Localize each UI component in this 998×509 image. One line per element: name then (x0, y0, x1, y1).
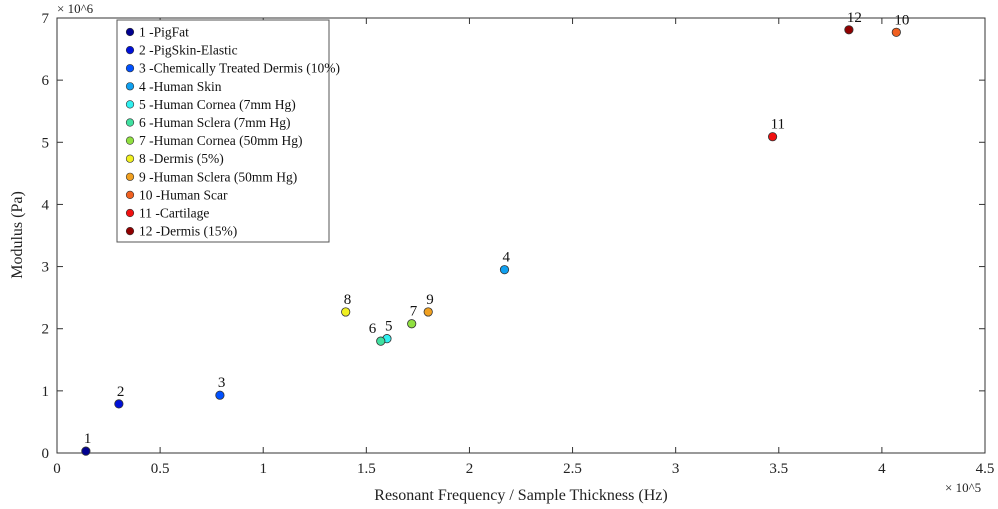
point-label-3: 3 (218, 375, 226, 391)
point-label-4: 4 (503, 250, 511, 266)
data-point-6 (376, 336, 386, 346)
legend-entry-1: 1 -PigFat (139, 25, 189, 40)
plot-frame (56, 17, 986, 454)
data-point-4 (499, 265, 510, 275)
legend-entry-11: 11 -Cartilage (139, 206, 209, 221)
data-point-11 (767, 132, 778, 142)
legend-entry-7: 7 -Human Cornea (50mm Hg) (139, 133, 302, 148)
legend-entry-6: 6 -Human Sclera (7mm Hg) (139, 115, 290, 130)
point-label-1: 1 (84, 431, 92, 447)
x-axis-label: Resonant Frequency / Sample Thickness (H… (374, 487, 667, 504)
x-multiplier: × 10^5 (945, 480, 981, 495)
y-multiplier: × 10^6 (57, 1, 94, 16)
legend-marker-8 (125, 154, 135, 163)
legend-marker-7 (125, 136, 135, 145)
y-tick-label: 4 (42, 197, 50, 213)
legend-entry-12: 12 -Dermis (15%) (139, 224, 237, 239)
data-point-8 (341, 307, 351, 317)
y-tick-label: 5 (42, 135, 50, 151)
data-point-1 (81, 446, 91, 456)
legend-marker-12 (125, 227, 135, 236)
y-tick-label: 1 (42, 384, 50, 400)
x-tick-label: 0.5 (151, 461, 170, 477)
data-point-9 (423, 307, 433, 317)
x-tick-label: 1 (259, 461, 267, 477)
data-point-7 (407, 319, 417, 329)
legend-marker-4 (125, 82, 135, 91)
y-tick-label: 6 (42, 73, 50, 89)
data-point-12 (844, 25, 854, 35)
y-tick-label: 2 (42, 322, 50, 338)
point-label-10: 10 (894, 12, 909, 28)
legend-entry-3: 3 -Chemically Treated Dermis (10%) (139, 61, 340, 76)
legend-marker-10 (125, 190, 135, 199)
point-label-7: 7 (410, 304, 418, 320)
legend-marker-5 (125, 100, 135, 109)
x-tick-label: 3.5 (769, 461, 788, 477)
y-tick-label: 3 (42, 260, 50, 276)
point-label-12: 12 (847, 10, 862, 26)
point-label-2: 2 (117, 384, 125, 400)
data-point-10 (891, 27, 901, 37)
point-label-6: 6 (369, 321, 377, 337)
point-label-9: 9 (426, 292, 434, 308)
legend-marker-6 (125, 118, 135, 127)
data-point-2 (114, 399, 124, 409)
legend: 1 -PigFat 2 -PigSkin-Elastic 3 -Chemically… (116, 19, 340, 243)
legend-box (116, 19, 330, 243)
legend-marker-11 (125, 208, 135, 218)
legend-entry-10: 10 -Human Scar (139, 187, 228, 202)
legend-entry-9: 9 -Human Sclera (50mm Hg) (139, 169, 297, 184)
legend-marker-9 (125, 172, 135, 181)
x-tick-label: 0 (53, 461, 61, 477)
y-tick-label: 0 (42, 446, 50, 462)
legend-marker-1 (125, 27, 135, 37)
point-label-5: 5 (385, 319, 393, 335)
y-tick-label: 7 (42, 11, 50, 27)
legend-marker-2 (125, 45, 135, 55)
point-label-8: 8 (344, 292, 352, 308)
x-tick-label: 1.5 (357, 461, 376, 477)
legend-entry-4: 4 -Human Skin (139, 79, 222, 94)
y-axis-label: Modulus (Pa) (9, 191, 26, 279)
legend-entry-2: 2 -PigSkin-Elastic (139, 43, 238, 58)
x-tick-label: 2 (466, 461, 474, 477)
legend-entry-8: 8 -Dermis (5%) (139, 151, 224, 166)
point-label-11: 11 (771, 117, 785, 133)
legend-marker-3 (125, 64, 135, 73)
legend-entry-5: 5 -Human Cornea (7mm Hg) (139, 97, 296, 112)
data-point-3 (215, 390, 225, 400)
x-tick-label: 4 (878, 461, 886, 477)
x-tick-label: 2.5 (563, 461, 582, 477)
x-tick-label: 4.5 (976, 461, 995, 477)
x-tick-label: 3 (672, 461, 680, 477)
